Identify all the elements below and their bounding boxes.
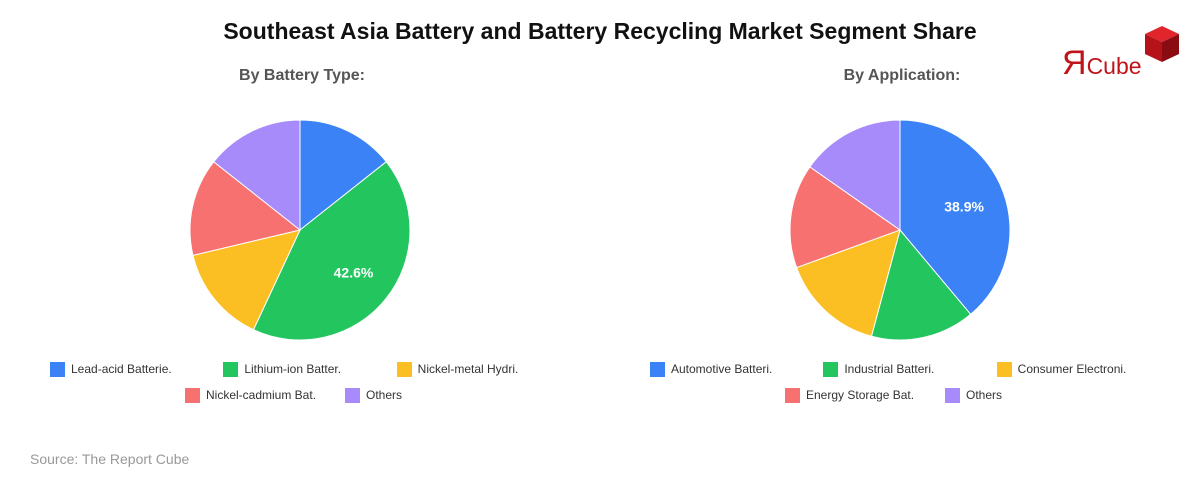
legend-item[interactable]: Consumer Electroni. [996,361,1150,377]
legend-item[interactable]: Lead-acid Batterie. [50,361,203,377]
swatch-purple [945,387,960,403]
legend-label: Industrial Batteri. [844,362,935,376]
application-subtitle: By Application: [843,67,961,84]
application-pie: 38.9% [789,119,1011,341]
legend-label: Automotive Batteri. [671,362,773,376]
pie-slice[interactable] [870,228,972,341]
swatch-blue [650,361,665,377]
legend-item[interactable]: Others [345,387,415,403]
pie-slice[interactable] [213,119,301,232]
legend-label: Nickel-cadmium Bat. [206,388,317,402]
legend-item[interactable]: Others [945,387,1015,403]
red-cube-icon [1145,26,1179,62]
report-cube-logo: ЯCube [1060,26,1185,86]
legend-label: Lithium-ion Batter. [244,362,342,376]
source-note: Source: The Report Cube [30,451,190,467]
swatch-red [785,387,800,403]
swatch-green [223,361,239,377]
swatch-yellow [396,361,412,377]
swatch-green [823,361,839,377]
legend-label: Consumer Electroni. [1017,362,1127,376]
swatch-red [185,387,200,403]
legend-label: Energy Storage Bat. [806,388,915,402]
pie-slice[interactable] [809,119,901,231]
pie-slice[interactable] [899,119,1011,316]
slice-data-label: 42.6% [334,264,374,280]
swatch-blue [50,361,65,377]
legend-label: Nickel-metal Hydri. [417,362,519,376]
application-legend: Automotive Batteri. Industrial Batteri. … [640,356,1160,408]
logo-mark: Я [1062,44,1087,82]
logo-text: Cube [1086,53,1142,79]
pie-slice[interactable] [789,166,902,269]
swatch-purple [345,387,360,403]
legend-item[interactable]: Nickel-cadmium Bat. [185,387,325,403]
pie-slice[interactable] [299,119,387,232]
legend-item[interactable]: Automotive Batteri. [650,361,803,377]
legend-item[interactable]: Nickel-metal Hydri. [396,361,550,377]
legend-item[interactable]: Industrial Batteri. [823,361,976,377]
legend-label: Others [966,388,1003,402]
pie-slice[interactable] [192,229,301,331]
pie-slice[interactable] [189,161,302,256]
battery-type-legend: Lead-acid Batterie. Lithium-ion Batter. … [40,356,560,408]
legend-label: Others [366,388,403,402]
battery-type-pie: 42.6% [189,119,411,341]
legend-item[interactable]: Lithium-ion Batter. [223,361,376,377]
chart-title: Southeast Asia Battery and Battery Recyc… [223,18,977,44]
legend-label: Lead-acid Batterie. [71,362,172,376]
legend-item[interactable]: Energy Storage Bat. [785,387,925,403]
swatch-yellow [996,361,1012,377]
battery-type-subtitle: By Battery Type: [239,67,365,84]
slice-data-label: 38.9% [944,199,984,215]
pie-slice[interactable] [795,229,901,337]
pie-slice[interactable] [252,161,411,341]
